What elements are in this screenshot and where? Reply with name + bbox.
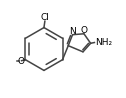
Text: N: N: [69, 27, 75, 36]
Text: O: O: [17, 57, 24, 66]
Text: O: O: [80, 26, 87, 35]
Text: Cl: Cl: [41, 13, 50, 22]
Text: NH₂: NH₂: [95, 38, 113, 47]
